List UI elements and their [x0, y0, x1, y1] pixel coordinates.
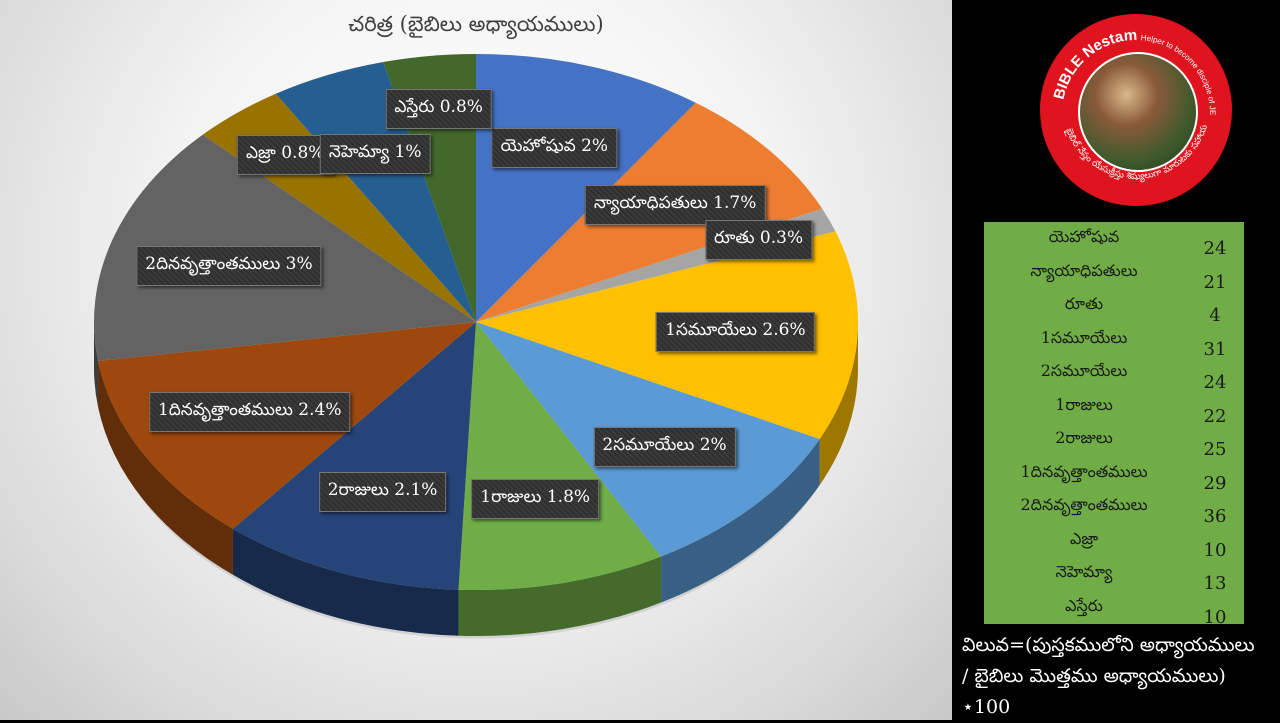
- chapters-table: యెహోషువ 24 న్యాయాధిపతులు 21 రూతు 4 1సమూయేలు 31 2…: [984, 222, 1244, 628]
- formula-line-1: విలువ=(పుస్తకములోని అధ్యాయములు: [962, 634, 1255, 656]
- pie-side-2సమూయేలు: [661, 439, 820, 603]
- table-row: 1రాజులు 22: [984, 395, 1244, 428]
- table-book-name: యెహోషువ: [1048, 227, 1120, 246]
- logo-lettering: BIBLE Nestam Helper to become disciple o…: [1040, 14, 1217, 183]
- table-book-name: ఎస్తేరు: [1065, 595, 1103, 615]
- table-chapter-count: 29: [1203, 472, 1227, 494]
- table-chapter-count: 10: [1203, 606, 1227, 628]
- pie-side-1దినవృత్తాంతములు: [98, 360, 233, 575]
- table-book-name: 1సమూయేలు: [1040, 327, 1128, 347]
- table-chapter-count: 25: [1203, 439, 1227, 460]
- slice-data-label: 1సమూయేలు 2.6%: [656, 311, 815, 352]
- table-book-name: 2రాజులు: [1055, 428, 1113, 447]
- table-chapter-count: 31: [1203, 338, 1227, 360]
- pie-side-2దినవృత్తాంతములు: [94, 322, 99, 407]
- table-row: 1సమూయేలు 31: [984, 328, 1244, 361]
- table-row: 2రాజులు 25: [984, 428, 1244, 461]
- slice-data-label: 2రాజులు 2.1%: [318, 472, 447, 513]
- table-book-name: 2సమూయేలు: [1040, 361, 1128, 380]
- table-row: రూతు 4: [984, 294, 1244, 327]
- table-row: 1దినవృత్తాంతములు 29: [984, 462, 1244, 495]
- table-chapter-count: 13: [1203, 573, 1227, 594]
- pie-side-1సమూయేలు: [819, 322, 858, 486]
- slice-data-label: 2సమూయేలు 2%: [593, 427, 736, 468]
- table-book-name: రూతు: [1064, 294, 1104, 313]
- slice-data-label: నెహెమ్యా 1%: [319, 134, 431, 175]
- slice-data-label: 1దినవృత్తాంతములు 2.4%: [148, 391, 351, 432]
- logo-picture: [1078, 52, 1198, 172]
- table-chapter-count: 24: [1203, 238, 1227, 259]
- formula-text: విలువ=(పుస్తకములోని అధ్యాయములు / బైబిలు …: [962, 630, 1276, 723]
- pie-slice-నెహెమ్యా: [275, 62, 476, 322]
- bible-nestam-logo: BIBLE Nestam Helper to become disciple o…: [1040, 14, 1232, 206]
- table-row: యెహోషువ 24: [984, 227, 1244, 260]
- table-book-name: 1రాజులు: [1055, 394, 1113, 414]
- table-row: న్యాయాధిపతులు 21: [984, 261, 1244, 294]
- slice-data-label: ఎస్తేరు 0.8%: [385, 89, 492, 130]
- table-row: నెహెమ్యా 13: [984, 562, 1244, 595]
- slice-data-label: ఎజ్రా 0.8%: [236, 134, 334, 175]
- table-chapter-count: 21: [1203, 271, 1227, 293]
- table-book-name: 2దినవృత్తాంతములు: [1020, 495, 1148, 514]
- table-chapter-count: 4: [1209, 305, 1221, 326]
- table-row: ఎస్తేరు 10: [984, 596, 1244, 629]
- table-row: ఎజ్రా 10: [984, 529, 1244, 562]
- table-chapter-count: 10: [1203, 539, 1227, 561]
- slice-data-label: 1రాజులు 1.8%: [471, 479, 600, 520]
- pie-slice-1రాజులు: [458, 322, 662, 590]
- chart-area: చరిత్ర (బైబిలు అధ్యాయములు) యెహోషువ 2% న్య…: [0, 0, 952, 720]
- table-chapter-count: 24: [1203, 372, 1227, 393]
- slice-data-label: న్యాయాధిపతులు 1.7%: [584, 184, 766, 225]
- slice-data-label: రూతు 0.3%: [704, 220, 813, 261]
- table-book-name: ఎజ్రా: [1069, 528, 1099, 548]
- chart-title: చరిత్ర (బైబిలు అధ్యాయములు): [348, 12, 604, 36]
- table-book-name: 1దినవృత్తాంతములు: [1020, 461, 1148, 481]
- pie-side-2రాజులు: [232, 528, 459, 636]
- slice-data-label: 2దినవృత్తాంతములు 3%: [136, 245, 322, 286]
- pie-slice-2రాజులు: [232, 322, 476, 590]
- table-chapter-count: 36: [1203, 506, 1227, 527]
- table-row: 2సమూయేలు 24: [984, 361, 1244, 394]
- pie-side-1రాజులు: [458, 556, 662, 636]
- table-chapter-count: 22: [1203, 405, 1227, 427]
- table-book-name: న్యాయాధిపతులు: [1030, 260, 1138, 280]
- formula-line-3: ⋆100: [962, 696, 1011, 718]
- formula-line-2: / బైబిలు మొత్తము అధ్యాయములు): [962, 665, 1226, 687]
- table-row: 2దినవృత్తాంతములు 36: [984, 495, 1244, 528]
- table-book-name: నెహెమ్యా: [1055, 562, 1113, 581]
- svg-text:BIBLE Nestam: BIBLE Nestam: [1051, 27, 1138, 101]
- slice-data-label: యెహోషువ 2%: [491, 128, 618, 169]
